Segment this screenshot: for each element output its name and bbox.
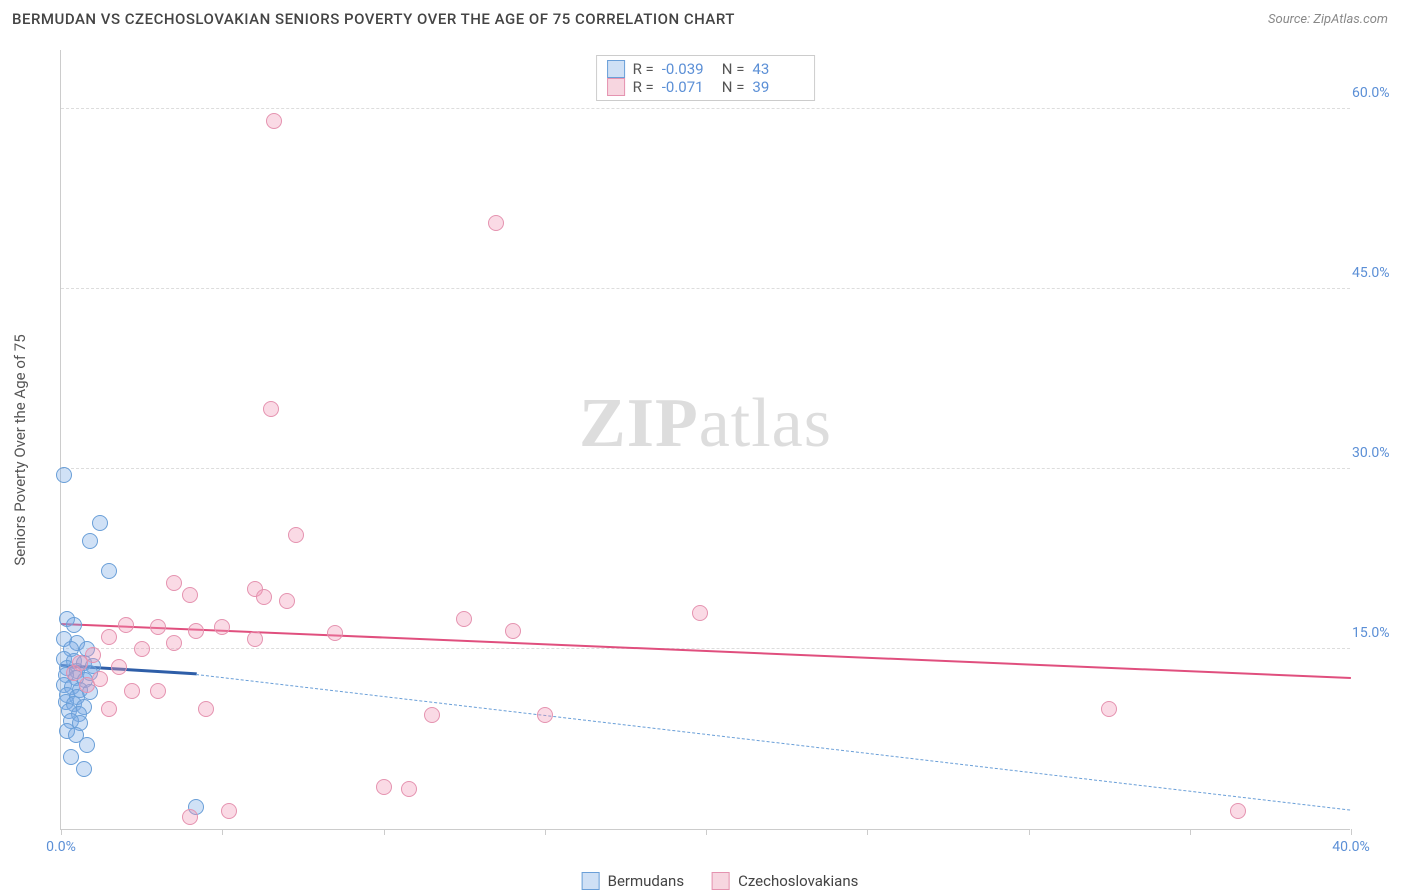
data-point bbox=[101, 563, 117, 579]
gridline bbox=[61, 108, 1350, 109]
x-tick-mark bbox=[1190, 829, 1191, 835]
x-tick-label: 0.0% bbox=[46, 839, 76, 855]
x-tick-mark bbox=[384, 829, 385, 835]
data-point bbox=[1101, 701, 1117, 717]
data-point bbox=[247, 631, 263, 647]
data-point bbox=[79, 677, 95, 693]
legend: Bermudans Czechoslovakians bbox=[582, 872, 859, 890]
gridline bbox=[61, 288, 1350, 289]
data-point bbox=[166, 575, 182, 591]
data-point bbox=[327, 625, 343, 641]
n-value: 43 bbox=[752, 60, 804, 78]
data-point bbox=[124, 683, 140, 699]
data-point bbox=[263, 401, 279, 417]
r-label: R = bbox=[633, 60, 654, 78]
n-label: N = bbox=[722, 60, 745, 78]
stats-box: R = -0.039 N = 43 R = -0.071 N = 39 bbox=[596, 55, 816, 101]
y-tick-label: 30.0% bbox=[1352, 445, 1400, 461]
series-swatch bbox=[712, 872, 730, 890]
data-point bbox=[101, 629, 117, 645]
y-tick-label: 45.0% bbox=[1352, 265, 1400, 281]
gridline bbox=[61, 648, 1350, 649]
x-tick-label: 40.0% bbox=[1332, 839, 1370, 855]
data-point bbox=[166, 635, 182, 651]
x-tick-mark bbox=[867, 829, 868, 835]
data-point bbox=[182, 587, 198, 603]
legend-item: Bermudans bbox=[582, 872, 684, 890]
trend-line bbox=[196, 674, 1351, 811]
data-point bbox=[505, 623, 521, 639]
r-value: -0.039 bbox=[662, 60, 714, 78]
gridline bbox=[61, 468, 1350, 469]
series-swatch bbox=[582, 872, 600, 890]
data-point bbox=[198, 701, 214, 717]
data-point bbox=[279, 593, 295, 609]
watermark: ZIPatlas bbox=[579, 384, 832, 464]
data-point bbox=[288, 527, 304, 543]
x-tick-mark bbox=[1351, 829, 1352, 835]
legend-item: Czechoslovakians bbox=[712, 872, 858, 890]
n-value: 39 bbox=[752, 78, 804, 96]
r-label: R = bbox=[633, 78, 654, 96]
data-point bbox=[424, 707, 440, 723]
n-label: N = bbox=[722, 78, 745, 96]
x-tick-mark bbox=[545, 829, 546, 835]
x-tick-mark bbox=[706, 829, 707, 835]
chart-title: BERMUDAN VS CZECHOSLOVAKIAN SENIORS POVE… bbox=[12, 10, 735, 28]
data-point bbox=[401, 781, 417, 797]
data-point bbox=[182, 809, 198, 825]
series-swatch bbox=[607, 78, 625, 96]
data-point bbox=[1230, 803, 1246, 819]
data-point bbox=[537, 707, 553, 723]
legend-label: Czechoslovakians bbox=[738, 872, 858, 890]
data-point bbox=[150, 619, 166, 635]
data-point bbox=[101, 701, 117, 717]
data-point bbox=[66, 617, 82, 633]
y-tick-label: 15.0% bbox=[1352, 625, 1400, 641]
data-point bbox=[134, 641, 150, 657]
plot-area: ZIPatlas R =-0.039N =43R =-0.071N =39 15… bbox=[60, 50, 1350, 830]
legend-label: Bermudans bbox=[608, 872, 684, 890]
stats-row: R = -0.071 N = 39 bbox=[607, 78, 805, 96]
data-point bbox=[92, 515, 108, 531]
x-tick-mark bbox=[1029, 829, 1030, 835]
data-point bbox=[76, 761, 92, 777]
data-point bbox=[488, 215, 504, 231]
data-point bbox=[692, 605, 708, 621]
data-point bbox=[150, 683, 166, 699]
y-axis-label: Seniors Poverty Over the Age of 75 bbox=[11, 334, 29, 565]
chart-container: Seniors Poverty Over the Age of 75 ZIPat… bbox=[50, 40, 1390, 860]
data-point bbox=[256, 589, 272, 605]
data-point bbox=[214, 619, 230, 635]
data-point bbox=[188, 623, 204, 639]
x-tick-mark bbox=[222, 829, 223, 835]
data-point bbox=[56, 467, 72, 483]
data-point bbox=[118, 617, 134, 633]
y-tick-label: 60.0% bbox=[1352, 85, 1400, 101]
source-attribution: Source: ZipAtlas.com bbox=[1268, 12, 1388, 27]
data-point bbox=[82, 533, 98, 549]
stats-row: R = -0.039 N = 43 bbox=[607, 60, 805, 78]
data-point bbox=[66, 665, 82, 681]
data-point bbox=[266, 113, 282, 129]
data-point bbox=[79, 737, 95, 753]
series-swatch bbox=[607, 60, 625, 78]
data-point bbox=[63, 749, 79, 765]
data-point bbox=[456, 611, 472, 627]
x-tick-mark bbox=[61, 829, 62, 835]
data-point bbox=[221, 803, 237, 819]
data-point bbox=[376, 779, 392, 795]
r-value: -0.071 bbox=[662, 78, 714, 96]
data-point bbox=[111, 659, 127, 675]
